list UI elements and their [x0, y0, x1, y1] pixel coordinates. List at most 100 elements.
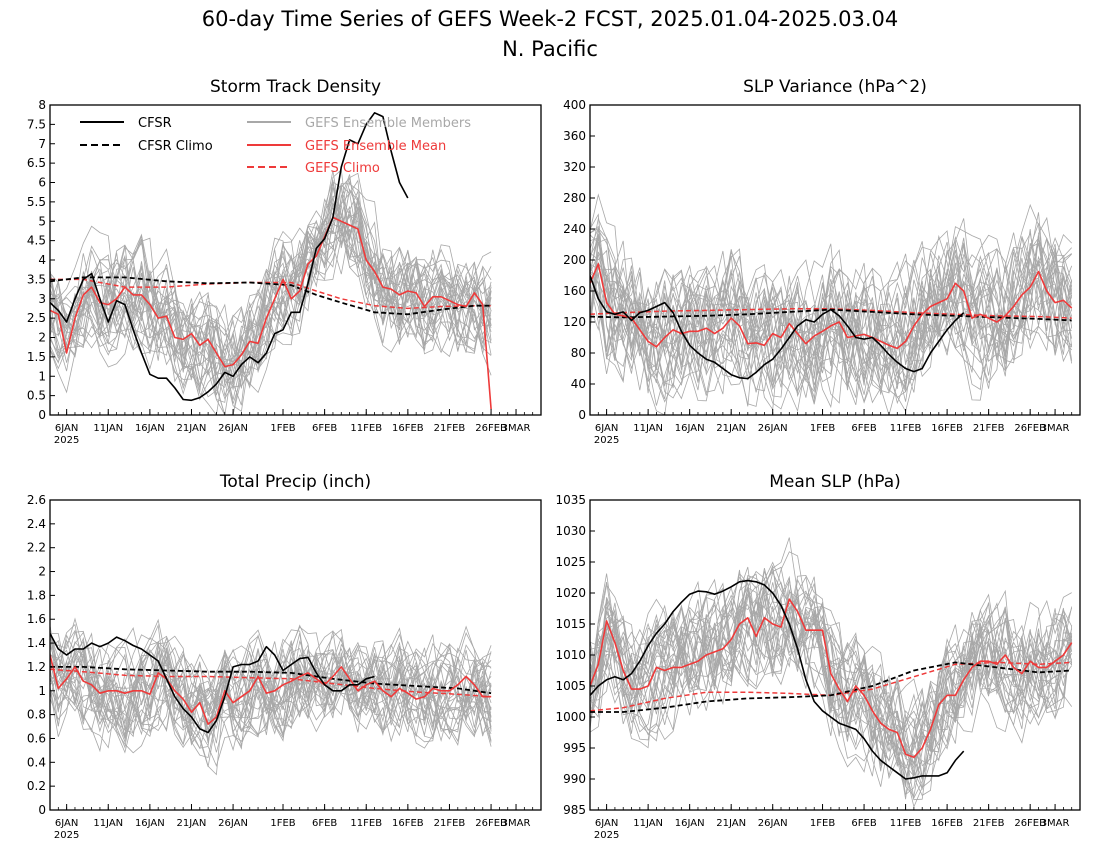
y-tick-label: 400 [563, 98, 586, 112]
x-tick-label: 11FEB [890, 423, 922, 434]
chart-panel-4: Mean SLP (hPa) 985 990 995 1000 1005 1010 1015 1… [555, 472, 1081, 841]
chart-panel-1: Storm Track Density 0 0.5 1 1.5 2 2.5 3 3.5 4 4.5 5… [27, 77, 542, 446]
ensemble-member-line [590, 238, 1073, 409]
y-tick-label: 1015 [555, 617, 586, 631]
y-tick-label: 40 [571, 377, 586, 391]
x-tick-label: 6JAN [55, 423, 78, 434]
y-tick-label: 2.6 [27, 493, 46, 507]
x-tick-label: 1FEB [810, 423, 835, 434]
x-tick-label: 16JAN [135, 818, 165, 829]
panel-title: SLP Variance (hPa^2) [743, 77, 927, 97]
x-year-label: 2025 [594, 830, 619, 841]
x-tick-label: 11FEB [350, 423, 382, 434]
cfsr-climo-line [50, 276, 492, 316]
ensemble-member-line [590, 581, 1072, 797]
cfsr-line [50, 633, 375, 734]
x-tick-label: 16JAN [675, 818, 705, 829]
y-tick-label: 7.5 [27, 117, 46, 131]
legend-label: GEFS Ensemble Mean [305, 139, 446, 154]
panels-group: Storm Track Density 0 0.5 1 1.5 2 2.5 3 3.5 4 4.5 5… [27, 77, 1081, 841]
y-tick-label: 1 [38, 369, 46, 383]
y-tick-label: 240 [563, 222, 586, 236]
x-tick-label: 11FEB [350, 818, 382, 829]
legend-label: GEFS Climo [305, 161, 380, 176]
ensemble-member-line [590, 561, 1073, 753]
x-tick-label: 6JAN [595, 818, 618, 829]
panel-title: Total Precip (inch) [219, 472, 371, 492]
ensemble-member-line [50, 633, 492, 776]
y-tick-label: 0.6 [27, 731, 46, 745]
ensemble-member-line [590, 218, 1073, 411]
y-tick-label: 3 [38, 292, 46, 306]
x-tick-label: 6FEB [851, 818, 876, 829]
y-tick-label: 2 [38, 331, 46, 345]
y-tick-label: 995 [563, 741, 586, 755]
x-tick-label: 6FEB [312, 818, 337, 829]
ensemble-member-line [50, 228, 492, 388]
ensemble-member-line [590, 227, 1072, 404]
series-group [50, 617, 492, 776]
x-tick-label: 6JAN [595, 423, 618, 434]
ensemble-mean-line [50, 216, 492, 410]
figure-title: 60-day Time Series of GEFS Week-2 FCST, … [202, 7, 899, 31]
x-tick-label: 21JAN [716, 818, 746, 829]
x-tick-label: 21FEB [973, 423, 1005, 434]
ensemble-mean-line [590, 598, 1073, 759]
x-tick-label: 26FEB [1014, 818, 1046, 829]
ensemble-member-line [50, 172, 492, 406]
y-tick-label: 280 [563, 191, 586, 205]
y-tick-label: 2.5 [27, 311, 46, 325]
chart-panel-2: SLP Variance (hPa^2) 0 40 80 120 160 200 240 280… [563, 77, 1081, 446]
x-tick-label: 26JAN [218, 423, 248, 434]
legend-label: GEFS Ensemble Members [305, 116, 471, 131]
series-group [590, 537, 1073, 809]
chart-panel-3: Total Precip (inch) 0 0.2 0.4 0.6 0.8 1 1.2 1.4 1… [27, 472, 542, 841]
x-year-label: 2025 [594, 435, 619, 446]
ensemble-member-line [590, 566, 1073, 800]
x-tick-label: 16FEB [931, 818, 963, 829]
x-tick-label: 26FEB [475, 818, 507, 829]
x-tick-label: 21JAN [177, 423, 207, 434]
ensemble-member-line [590, 582, 1073, 749]
ensemble-member-line [590, 566, 1073, 801]
ensemble-member-line [590, 234, 1073, 410]
y-tick-label: 0 [38, 408, 46, 422]
y-tick-label: 6.5 [27, 156, 46, 170]
y-tick-label: 6 [38, 176, 46, 190]
y-tick-label: 4 [38, 253, 46, 267]
x-tick-label: 11FEB [890, 818, 922, 829]
ensemble-member-line [50, 205, 492, 398]
legend-label: CFSR [138, 116, 172, 131]
gefs-climo-line [50, 668, 492, 698]
ensemble-member-line [50, 625, 492, 746]
y-tick-label: 990 [563, 772, 586, 786]
ensemble-member-line [50, 181, 492, 394]
y-tick-label: 1035 [555, 493, 586, 507]
ensemble-member-line [50, 174, 492, 388]
y-tick-label: 360 [563, 129, 586, 143]
y-tick-label: 985 [563, 803, 586, 817]
x-tick-label: 11JAN [633, 423, 663, 434]
ensemble-member-line [590, 232, 1072, 395]
ensemble-member-line [50, 629, 492, 746]
panel-title: Mean SLP (hPa) [769, 472, 901, 492]
x-tick-label: 21JAN [716, 423, 746, 434]
y-tick-label: 2.2 [27, 541, 46, 555]
y-tick-label: 200 [563, 253, 586, 267]
x-tick-label: 26JAN [758, 818, 788, 829]
x-year-label: 2025 [54, 830, 79, 841]
cfsr-line [590, 275, 965, 380]
ensemble-mean-line [50, 654, 492, 726]
y-tick-label: 1005 [555, 679, 586, 693]
ensemble-member-line [590, 228, 1073, 394]
x-tick-label: 26JAN [218, 818, 248, 829]
y-tick-label: 1000 [555, 710, 586, 724]
x-tick-label: 16FEB [392, 423, 424, 434]
y-tick-label: 1.8 [27, 588, 46, 602]
x-tick-label: 3MAR [502, 818, 531, 829]
y-tick-label: 0 [578, 408, 586, 422]
y-tick-label: 8 [38, 98, 46, 112]
x-tick-label: 3MAR [1041, 818, 1070, 829]
x-tick-label: 21FEB [434, 423, 466, 434]
